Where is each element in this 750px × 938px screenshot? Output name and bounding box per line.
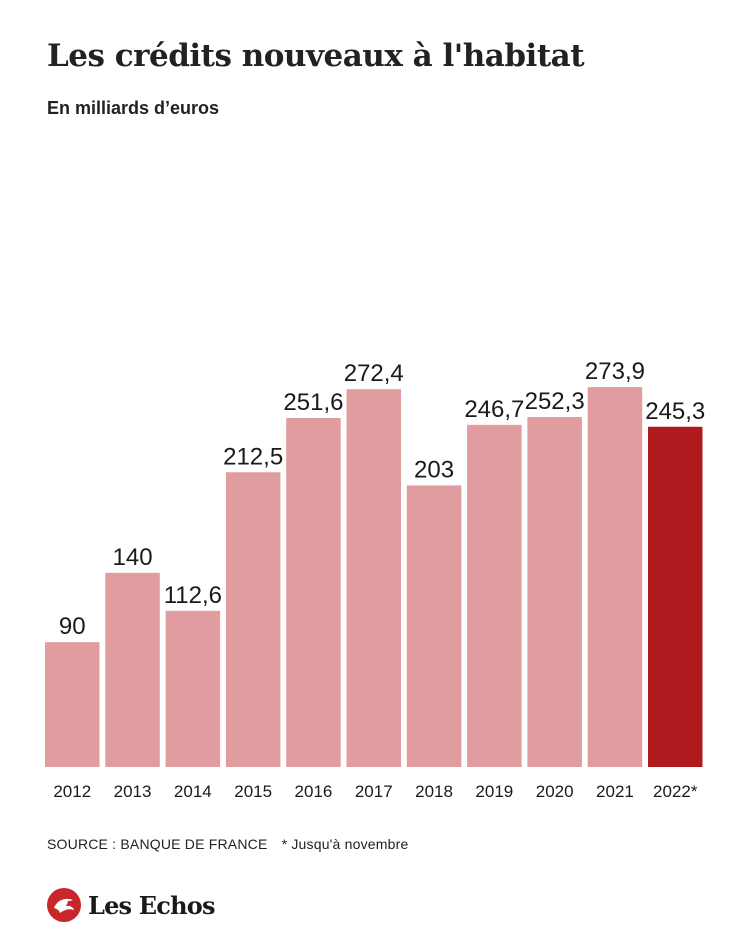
bar-2016: [286, 418, 341, 767]
value-label-2016: 251,6: [283, 389, 343, 416]
value-label-2014: 112,6: [164, 582, 222, 609]
value-label-2015: 212,5: [223, 443, 283, 470]
value-label-2020: 252,3: [525, 388, 585, 415]
value-label-2017: 272,4: [344, 360, 404, 387]
x-tick-label-2022: 2022*: [653, 782, 698, 801]
chart-title: Les crédits nouveaux à l'habitat: [47, 38, 585, 74]
x-tick-label-2021: 2021: [596, 782, 634, 801]
bar-2012: [45, 642, 100, 767]
value-label-2019: 246,7: [464, 396, 524, 423]
les-echos-logo-icon: [47, 888, 81, 922]
bar-2017: [346, 389, 401, 767]
brand-logo: Les Echos: [47, 888, 215, 922]
bar-2014: [165, 610, 221, 767]
source-line: SOURCE : BANQUE DE FRANCE * Jusqu'à nove…: [47, 836, 408, 852]
footnote-text: * Jusqu'à novembre: [281, 836, 409, 852]
x-tick-label-2013: 2013: [114, 782, 152, 801]
chart-subtitle: En milliards d’euros: [47, 98, 220, 118]
bar-2018: [406, 485, 462, 767]
value-label-2021: 273,9: [585, 358, 645, 385]
bar-2013: [105, 572, 160, 767]
value-label-2022: 245,3: [645, 398, 705, 425]
x-tick-label-2014: 2014: [174, 782, 212, 801]
bar-2021: [587, 387, 643, 767]
x-tick-label-2018: 2018: [415, 782, 453, 801]
value-label-2013: 140: [113, 544, 153, 571]
x-tick-label-2015: 2015: [234, 782, 272, 801]
bar-2022: [648, 426, 703, 767]
value-label-2018: 203: [414, 456, 454, 483]
bar-chart: 90 2012 140 2013 112,6 2014 212,5 2015 251,6 2016…: [45, 358, 705, 801]
bar-2020: [527, 417, 582, 767]
x-tick-label-2016: 2016: [295, 782, 333, 801]
logo-wordmark: Les Echos: [88, 890, 215, 920]
x-tick-label-2012: 2012: [53, 782, 91, 801]
bar-2015: [225, 472, 281, 767]
x-tick-label-2017: 2017: [355, 782, 393, 801]
x-tick-label-2020: 2020: [536, 782, 574, 801]
bar-2019: [467, 424, 522, 767]
value-label-2012: 90: [59, 613, 86, 640]
x-tick-label-2019: 2019: [475, 782, 513, 801]
source-text: SOURCE : BANQUE DE FRANCE: [47, 836, 268, 852]
